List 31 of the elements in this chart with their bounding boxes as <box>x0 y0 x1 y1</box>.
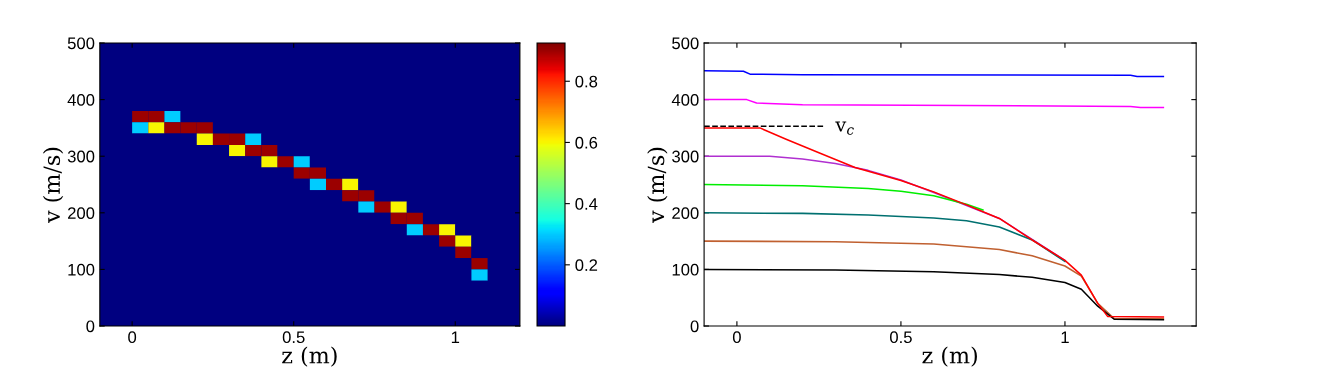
y-tick-label: 300 <box>672 150 699 163</box>
x-tick-label: 0.5 <box>889 331 912 344</box>
color-bar-label: 0.8 <box>575 75 598 88</box>
series-label: v$_{c}$ <box>835 121 854 135</box>
line-series <box>704 183 984 211</box>
x-tick-label: 1 <box>451 331 460 343</box>
line-series <box>704 212 1066 263</box>
x-tick-label: 1 <box>1061 331 1069 343</box>
y-tick-label: 200 <box>672 207 699 220</box>
y-axis-title: v (m/s) <box>42 147 64 224</box>
y-tick-label: 0 <box>690 320 699 333</box>
x-tick-label: 0 <box>732 331 741 344</box>
y-tick-label: 500 <box>67 37 95 50</box>
y-tick-label: 100 <box>672 263 699 276</box>
line-series <box>704 240 1165 320</box>
x-axis-title: z (m) <box>282 346 337 367</box>
y-tick-label: 400 <box>67 94 95 106</box>
y-tick-label: 200 <box>68 207 95 220</box>
y-tick-label: 400 <box>671 94 699 106</box>
color-bar-label: 0.6 <box>575 136 598 149</box>
color-bar-label: 0.2 <box>575 259 598 272</box>
x-tick-label: 0.5 <box>282 331 305 344</box>
y-tick-label: 0 <box>86 320 95 333</box>
y-tick-label: 500 <box>672 37 699 50</box>
x-tick-label: 0 <box>128 331 137 344</box>
x-axis-title: z (m) <box>922 346 977 367</box>
color-bar-label: 0.4 <box>575 198 598 210</box>
y-tick-label: 300 <box>67 150 95 163</box>
line-series <box>704 98 1165 109</box>
y-axis-title: v (m/s) <box>647 147 668 224</box>
y-tick-label: 100 <box>68 263 95 276</box>
